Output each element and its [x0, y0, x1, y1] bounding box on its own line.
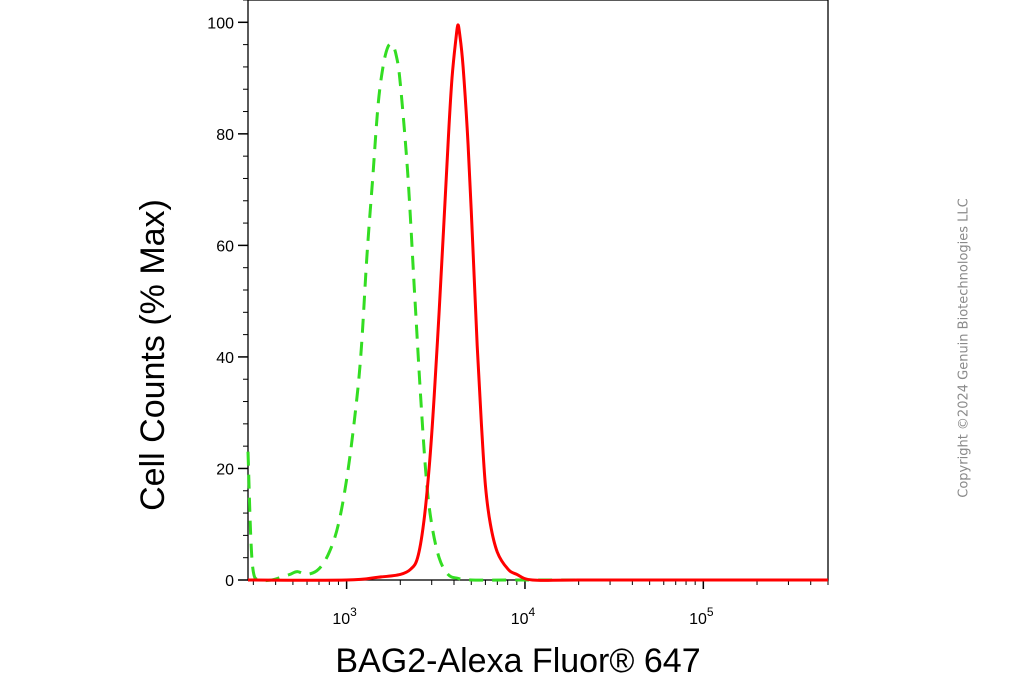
y-tick-label: 60	[216, 238, 234, 255]
y-tick-label: 80	[216, 127, 234, 144]
x-tick-label-exponent: 3	[350, 605, 357, 619]
x-tick-label: 105	[689, 605, 714, 628]
x-tick-label-exponent: 5	[707, 605, 714, 619]
x-tick-label: 104	[511, 605, 536, 628]
x-tick-label-base: 10	[511, 611, 529, 628]
x-tick-label: 103	[332, 605, 357, 628]
y-tick-label: 20	[216, 461, 234, 478]
y-tick-label: 0	[225, 573, 234, 590]
y-axis-ticks: 0 20 40 60 80 100	[207, 0, 248, 590]
y-tick-label: 100	[207, 15, 234, 32]
x-tick-label-base: 10	[332, 611, 350, 628]
series-layer	[246, 23, 828, 583]
x-axis-ticks: 103 104 105	[252, 580, 829, 628]
series-line-green-dashed	[246, 42, 828, 583]
y-tick-label: 40	[216, 350, 234, 367]
y-axis-title: Cell Counts (% Max)	[134, 199, 172, 511]
x-tick-label-base: 10	[689, 611, 707, 628]
x-tick-label-exponent: 4	[529, 605, 536, 619]
plot-frame	[247, 0, 829, 581]
series-line-red-solid	[247, 23, 828, 582]
copyright-watermark: Copyright ©2024 Genuin Biotechnologies L…	[956, 198, 972, 498]
x-axis-title: BAG2-Alexa Fluor® 647	[335, 642, 700, 680]
